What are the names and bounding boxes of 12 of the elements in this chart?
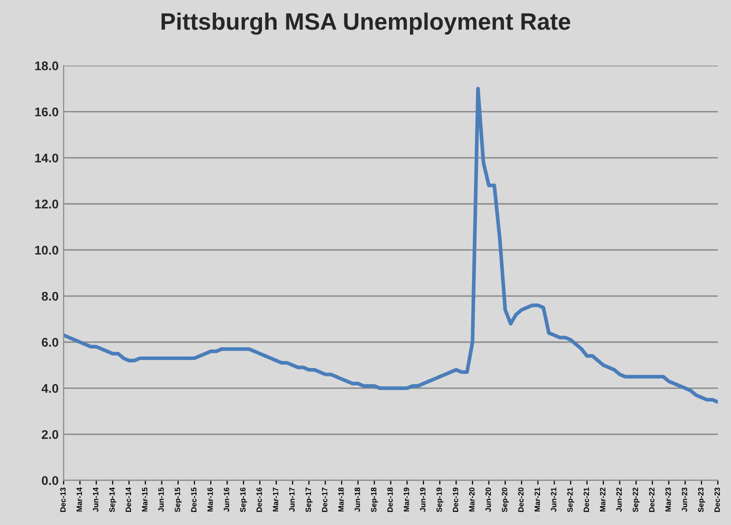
chart-title: Pittsburgh MSA Unemployment Rate (162, 12, 570, 35)
y-tick-label: 4.0 (42, 384, 58, 393)
y-tick-label: 8.0 (42, 292, 58, 301)
y-tick-label: 12.0 (35, 200, 58, 209)
y-tick-label: 16.0 (35, 108, 58, 116)
y-tick-label: 18.0 (35, 61, 58, 70)
y-tick-label: 10.0 (35, 246, 58, 255)
y-tick-label: 0.0 (42, 476, 58, 486)
y-tick-label: 2.0 (42, 430, 58, 439)
line-series (64, 86, 718, 404)
y-tick-label: 6.0 (42, 338, 58, 347)
y-tick-label: 14.0 (35, 154, 58, 162)
